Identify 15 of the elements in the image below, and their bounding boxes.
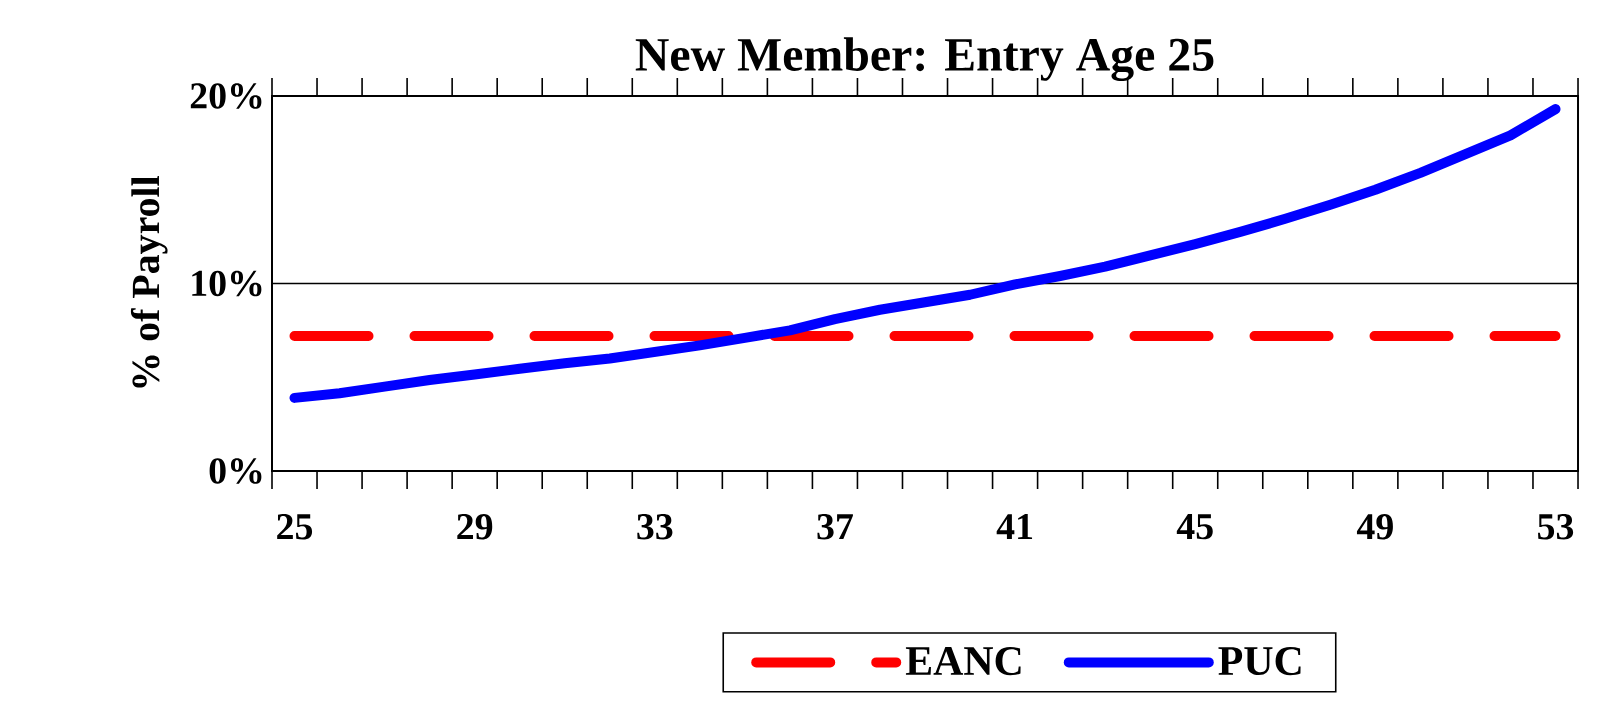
x-tick-label: 29: [457, 514, 493, 540]
y-tick-label: 20%: [190, 83, 262, 109]
x-tick-label: 37: [817, 514, 853, 540]
x-tick-label: 33: [637, 514, 673, 540]
x-tick-label: 45: [1176, 514, 1213, 540]
x-tick-label: 25: [277, 514, 313, 540]
y-axis-title: % of Payroll: [130, 176, 168, 388]
y-tick-label: 0%: [209, 458, 262, 484]
x-tick-label: 49: [1356, 514, 1393, 540]
chart-title: New Member: Entry Age 25: [635, 37, 1214, 82]
x-tick-label: 53: [1538, 514, 1574, 540]
y-tick-label: 10%: [192, 270, 262, 297]
legend-label: EANC: [905, 647, 1021, 676]
x-tick-label: 41: [996, 514, 1033, 540]
legend-label: PUC: [1218, 647, 1301, 676]
